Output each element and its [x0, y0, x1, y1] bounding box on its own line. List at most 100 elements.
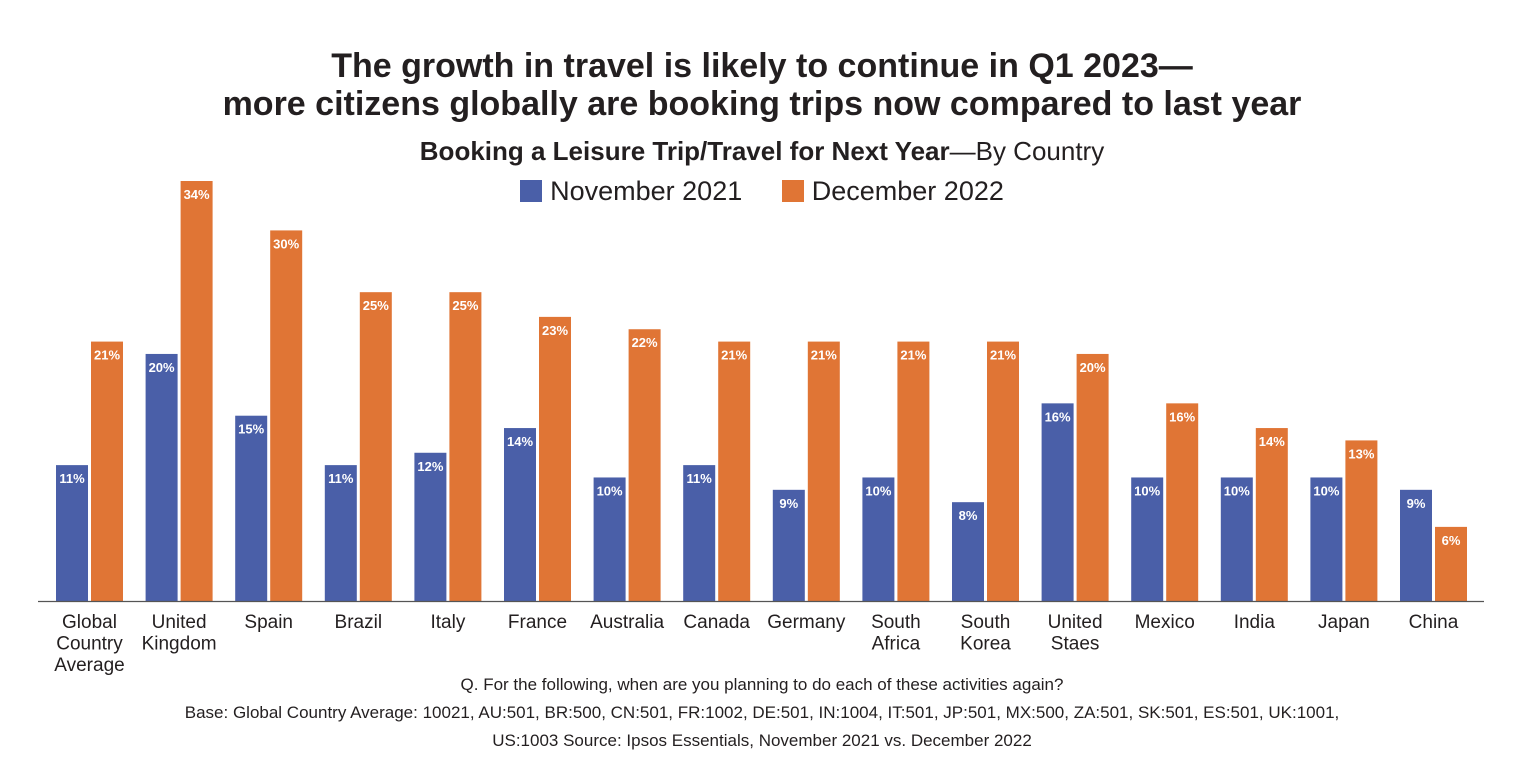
data-label: 21%	[94, 348, 120, 363]
category-label: Spain	[244, 612, 293, 633]
data-label: 20%	[1080, 360, 1106, 375]
category-label: Global	[62, 612, 117, 633]
bar-nov-2021-14	[1310, 477, 1343, 601]
data-label: 10%	[1224, 483, 1250, 498]
data-label: 10%	[1313, 483, 1339, 498]
data-label: 10%	[597, 483, 623, 498]
data-label: 23%	[542, 323, 568, 338]
data-label: 25%	[452, 298, 478, 313]
data-label: 21%	[990, 348, 1016, 363]
data-label: 14%	[1259, 434, 1285, 449]
bar-dec-2022-2	[270, 230, 303, 602]
data-label: 21%	[900, 348, 926, 363]
data-label: 9%	[779, 496, 798, 511]
category-label: Kingdom	[142, 634, 217, 655]
category-label: Africa	[872, 634, 921, 655]
category-label: India	[1234, 612, 1276, 633]
bar-dec-2022-12	[1166, 403, 1199, 601]
bar-nov-2021-1	[145, 353, 178, 601]
data-label: 12%	[417, 459, 443, 474]
bar-nov-2021-12	[1131, 477, 1164, 601]
bar-dec-2022-15	[1435, 526, 1467, 601]
subtitle-bold: Booking a Leisure Trip/Travel for Next Y…	[419, 136, 950, 166]
category-label: Canada	[683, 612, 750, 633]
bar-dec-2022-1	[180, 181, 213, 601]
data-label: 16%	[1045, 409, 1071, 424]
data-label: 34%	[184, 187, 210, 202]
bar-nov-2021-5	[504, 428, 536, 601]
bar-nov-2021-0	[56, 465, 88, 601]
data-label: 15%	[238, 422, 264, 437]
data-label: 11%	[687, 471, 713, 486]
bar-nov-2021-13	[1220, 477, 1253, 601]
category-label: Average	[54, 655, 124, 676]
bar-nov-2021-10	[952, 502, 984, 601]
data-label: 21%	[721, 348, 747, 363]
footer-question: Q. For the following, when are you plann…	[460, 675, 1064, 694]
category-label: Australia	[590, 612, 664, 633]
legend-item-dec-2022: December 2022	[781, 176, 1004, 207]
data-label: 16%	[1169, 409, 1195, 424]
data-label: 11%	[328, 471, 354, 486]
bar-dec-2022-3	[359, 292, 392, 601]
data-label: 20%	[149, 360, 175, 375]
bar-nov-2021-7	[683, 465, 716, 601]
bar-nov-2021-9	[862, 477, 895, 601]
category-label: South	[961, 612, 1011, 633]
data-label: 22%	[632, 335, 658, 350]
legend-swatch-dec-2022	[781, 180, 804, 202]
chart-title: The growth in travel is likely to contin…	[331, 47, 1193, 85]
bar-nov-2021-4	[414, 452, 447, 601]
data-label: 8%	[959, 508, 978, 523]
category-label: United	[152, 612, 207, 633]
bar-nov-2021-3	[324, 465, 357, 601]
category-label: Japan	[1318, 612, 1370, 633]
category-label: United	[1048, 612, 1103, 633]
category-label: Italy	[430, 612, 465, 633]
bar-dec-2022-0	[91, 341, 123, 601]
bar-dec-2022-5	[539, 316, 571, 601]
bar-dec-2022-8	[807, 341, 840, 601]
data-label: 25%	[363, 298, 389, 313]
footer-base-source: US:1003 Source: Ipsos Essentials, Novemb…	[0, 731, 1524, 751]
category-label: Korea	[960, 634, 1011, 655]
bar-dec-2022-6	[628, 329, 661, 601]
footer-base: Base: Global Country Average: 10021, AU:…	[184, 703, 1340, 722]
legend-swatch-nov-2021	[520, 180, 543, 202]
bar-dec-2022-7	[718, 341, 751, 601]
category-label: Staes	[1051, 634, 1100, 655]
legend-label-dec-2022: December 2022	[811, 176, 1004, 206]
category-label: France	[508, 612, 567, 633]
subtitle-rest: —By Country	[949, 136, 1105, 166]
bar-dec-2022-11	[1076, 353, 1109, 601]
category-label: South	[871, 612, 921, 633]
bar-dec-2022-10	[987, 341, 1019, 601]
data-label: 30%	[273, 236, 299, 251]
data-label: 11%	[59, 471, 85, 486]
bar-dec-2022-4	[449, 292, 482, 601]
bar-dec-2022-9	[897, 341, 930, 601]
legend-item-nov-2021: November 2021	[520, 176, 742, 207]
data-label: 10%	[865, 483, 891, 498]
bar-dec-2022-14	[1345, 440, 1378, 601]
chart-subtitle: Booking a Leisure Trip/Travel for Next Y…	[0, 136, 1524, 167]
data-label: 13%	[1348, 446, 1374, 461]
legend: November 2021 December 2022	[0, 176, 1524, 207]
bar-nov-2021-6	[593, 477, 626, 601]
bar-nov-2021-2	[235, 415, 268, 601]
bar-nov-2021-15	[1400, 489, 1432, 601]
data-label: 6%	[1442, 533, 1461, 548]
bar-dec-2022-13	[1255, 428, 1288, 601]
bar-nov-2021-11	[1041, 403, 1074, 601]
footer-base-us: US:1003	[492, 731, 559, 750]
category-label: China	[1409, 612, 1459, 633]
category-label: Germany	[767, 612, 846, 633]
bar-nov-2021-8	[772, 489, 805, 601]
footer-source: Source: Ipsos Essentials, November 2021 …	[558, 731, 1032, 750]
data-label: 9%	[1407, 496, 1426, 511]
category-label: Brazil	[335, 612, 383, 633]
legend-label-nov-2021: November 2021	[550, 176, 743, 206]
chart-title-line2: more citizens globally are booking trips…	[222, 85, 1302, 123]
data-label: 21%	[811, 348, 837, 363]
